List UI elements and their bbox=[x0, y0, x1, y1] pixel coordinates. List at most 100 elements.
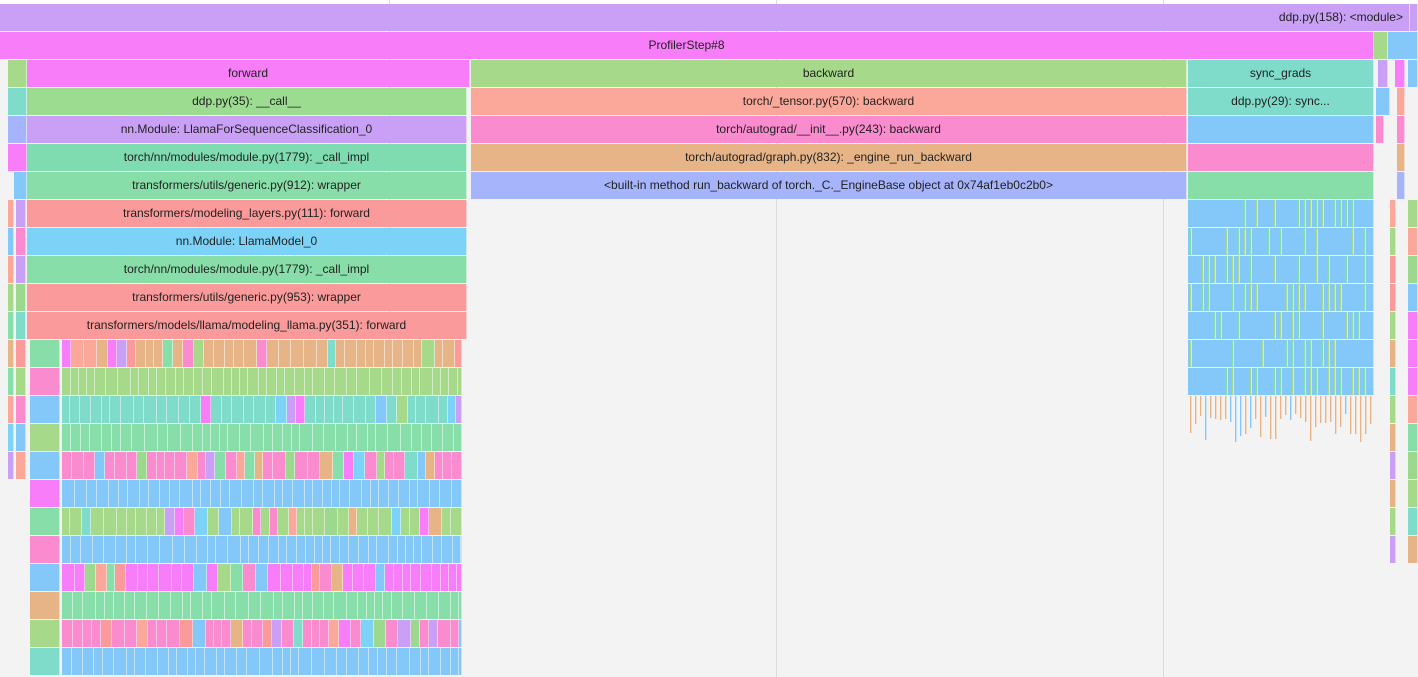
stack-frame-sliver[interactable] bbox=[325, 648, 337, 675]
stack-frame-sliver[interactable] bbox=[16, 284, 26, 311]
stack-frame-sliver[interactable] bbox=[163, 340, 173, 367]
stack-frame-sliver[interactable] bbox=[1328, 284, 1330, 311]
stack-frame-sliver[interactable] bbox=[62, 368, 71, 395]
stack-frame-sliver[interactable] bbox=[325, 396, 334, 423]
stack-frame-sliver[interactable] bbox=[103, 648, 114, 675]
stack-frame-sliver[interactable] bbox=[1265, 396, 1267, 417]
stack-frame-sliver[interactable] bbox=[268, 564, 281, 591]
stack-frame-sliver[interactable] bbox=[1298, 312, 1300, 339]
stack-frame-sliver[interactable] bbox=[454, 424, 462, 451]
stack-frame-sliver[interactable] bbox=[366, 340, 374, 367]
stack-frame-sliver[interactable] bbox=[149, 368, 157, 395]
stack-frame-sliver[interactable] bbox=[349, 536, 359, 563]
stack-frame-sliver[interactable] bbox=[304, 564, 312, 591]
stack-frame-sliver[interactable] bbox=[453, 536, 461, 563]
stack-frame-sliver[interactable] bbox=[1408, 284, 1418, 311]
stack-frame-sliver[interactable] bbox=[1408, 368, 1418, 395]
stack-frame-sliver[interactable] bbox=[1334, 368, 1336, 395]
stack-frame-sliver[interactable] bbox=[406, 536, 414, 563]
stack-frame-sliver[interactable] bbox=[338, 508, 349, 535]
stack-frame-sliver[interactable] bbox=[294, 620, 303, 647]
stack-frame-sliver[interactable] bbox=[222, 620, 231, 647]
stack-frame-sliver[interactable] bbox=[256, 564, 268, 591]
stack-frame-sliver[interactable] bbox=[1275, 396, 1277, 439]
stack-frame-sliver[interactable] bbox=[245, 452, 255, 479]
stack-frame-sliver[interactable] bbox=[411, 564, 421, 591]
stack-frame-sliver[interactable] bbox=[1304, 200, 1306, 227]
stack-frame-sliver[interactable] bbox=[273, 424, 283, 451]
stack-frame-sliver[interactable] bbox=[269, 536, 279, 563]
stack-frame-sliver[interactable] bbox=[422, 340, 435, 367]
stack-frame-sliver[interactable] bbox=[112, 620, 125, 647]
stack-frame-sliver[interactable] bbox=[1352, 368, 1354, 395]
frame-engine-run[interactable]: torch/autograd/graph.py(832): _engine_ru… bbox=[471, 144, 1187, 171]
stack-frame-sliver[interactable] bbox=[320, 620, 329, 647]
stack-frame-sliver[interactable] bbox=[16, 368, 26, 395]
stack-frame-sliver[interactable] bbox=[157, 508, 165, 535]
frame-sliver[interactable] bbox=[1397, 116, 1405, 143]
stack-frame-sliver[interactable] bbox=[281, 564, 293, 591]
stack-frame-sliver[interactable] bbox=[420, 620, 429, 647]
stack-frame-sliver[interactable] bbox=[1226, 228, 1228, 255]
stack-frame-sliver[interactable] bbox=[128, 480, 140, 507]
sync-block[interactable] bbox=[1188, 200, 1374, 227]
stack-frame-sliver[interactable] bbox=[1210, 396, 1212, 418]
stack-frame-sliver[interactable] bbox=[418, 480, 430, 507]
stack-frame-sliver[interactable] bbox=[1244, 228, 1246, 255]
stack-frame-sliver[interactable] bbox=[135, 648, 146, 675]
stack-frame-sliver[interactable] bbox=[187, 452, 198, 479]
stack-frame-sliver[interactable] bbox=[1408, 452, 1418, 479]
layer-block[interactable] bbox=[30, 508, 60, 535]
stack-frame-sliver[interactable] bbox=[1390, 340, 1396, 367]
stack-frame-sliver[interactable] bbox=[127, 340, 136, 367]
stack-frame-sliver[interactable] bbox=[426, 396, 439, 423]
stack-frame-sliver[interactable] bbox=[62, 648, 72, 675]
stack-frame-sliver[interactable] bbox=[257, 340, 267, 367]
stack-frame-sliver[interactable] bbox=[1244, 284, 1246, 311]
stack-frame-sliver[interactable] bbox=[127, 648, 135, 675]
stack-frame-sliver[interactable] bbox=[114, 648, 127, 675]
stack-frame-sliver[interactable] bbox=[331, 536, 340, 563]
stack-frame-sliver[interactable] bbox=[420, 368, 433, 395]
stack-frame-sliver[interactable] bbox=[1262, 340, 1264, 367]
stack-frame-sliver[interactable] bbox=[1298, 256, 1300, 283]
stack-frame-sliver[interactable] bbox=[175, 508, 184, 535]
stack-frame-sliver[interactable] bbox=[277, 368, 285, 395]
stack-frame-sliver[interactable] bbox=[418, 452, 426, 479]
stack-frame-sliver[interactable] bbox=[139, 368, 149, 395]
stack-frame-sliver[interactable] bbox=[183, 340, 194, 367]
stack-frame-sliver[interactable] bbox=[146, 340, 154, 367]
stack-frame-sliver[interactable] bbox=[365, 452, 377, 479]
stack-frame-sliver[interactable] bbox=[104, 508, 117, 535]
stack-frame-sliver[interactable] bbox=[1268, 228, 1270, 255]
stack-frame-sliver[interactable] bbox=[149, 480, 160, 507]
stack-frame-sliver[interactable] bbox=[249, 592, 261, 619]
stack-frame-sliver[interactable] bbox=[105, 592, 114, 619]
stack-frame-sliver[interactable] bbox=[1226, 256, 1228, 283]
stack-frame-sliver[interactable] bbox=[1292, 284, 1294, 311]
stack-frame-sliver[interactable] bbox=[313, 508, 325, 535]
stack-frame-sliver[interactable] bbox=[304, 340, 317, 367]
stack-frame-sliver[interactable] bbox=[1230, 396, 1232, 422]
stack-frame-sliver[interactable] bbox=[459, 592, 462, 619]
stack-frame-sliver[interactable] bbox=[412, 368, 420, 395]
stack-frame-sliver[interactable] bbox=[254, 480, 263, 507]
frame-builtin-run-backward[interactable]: <built-in method run_backward of torch._… bbox=[471, 172, 1187, 199]
stack-frame-sliver[interactable] bbox=[8, 424, 14, 451]
stack-frame-sliver[interactable] bbox=[232, 396, 244, 423]
stack-frame-sliver[interactable] bbox=[432, 424, 443, 451]
stack-frame-sliver[interactable] bbox=[313, 592, 324, 619]
stack-frame-sliver[interactable] bbox=[295, 592, 303, 619]
stack-frame-sliver[interactable] bbox=[230, 480, 242, 507]
stack-frame-sliver[interactable] bbox=[1250, 256, 1252, 283]
stack-frame-sliver[interactable] bbox=[1352, 228, 1354, 255]
stack-frame-sliver[interactable] bbox=[242, 480, 254, 507]
stack-frame-sliver[interactable] bbox=[249, 536, 259, 563]
stack-frame-sliver[interactable] bbox=[1390, 396, 1396, 423]
frame-module[interactable]: ddp.py(158): <module> bbox=[0, 4, 1410, 31]
stack-frame-sliver[interactable] bbox=[416, 396, 426, 423]
stack-frame-sliver[interactable] bbox=[211, 396, 222, 423]
stack-frame-sliver[interactable] bbox=[1280, 396, 1282, 419]
stack-frame-sliver[interactable] bbox=[102, 424, 112, 451]
stack-frame-sliver[interactable] bbox=[171, 592, 183, 619]
